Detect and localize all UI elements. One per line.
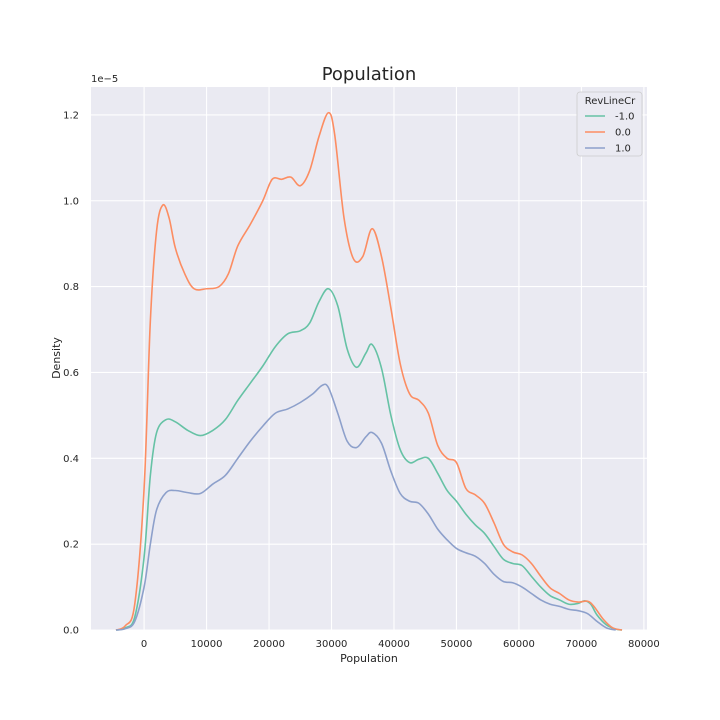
- legend: RevLineCr -1.0 0.0 1.0: [576, 91, 643, 157]
- y-tick-label: 0.6: [63, 368, 79, 379]
- y-tick-label: 0.4: [63, 454, 79, 465]
- x-tick-label: 10000: [191, 639, 223, 650]
- series-line-1: [115, 111, 623, 631]
- legend-box: [576, 91, 643, 157]
- x-tick-label: 60000: [503, 639, 535, 650]
- y-tick-label: 0.0: [63, 626, 79, 637]
- x-tick-label: 80000: [628, 639, 660, 650]
- legend-title: RevLineCr: [585, 96, 636, 107]
- y-tick-label: 0.2: [63, 540, 79, 551]
- x-axis-ticks: 0 10000 20000 30000 40000 50000 60000 70000 8000…: [141, 639, 660, 650]
- series-line-0: [115, 287, 623, 631]
- y-tick-label: 1.0: [63, 196, 79, 207]
- chart-title: Population: [322, 64, 417, 85]
- series-line-2: [115, 383, 616, 631]
- y-tick-label: 0.8: [63, 282, 79, 293]
- y-axis-offset-label: 1e−5: [91, 74, 118, 85]
- x-axis-label: Population: [340, 652, 398, 665]
- y-tick-label: 1.2: [63, 110, 79, 121]
- x-tick-label: 20000: [253, 639, 285, 650]
- x-tick-label: 30000: [316, 639, 348, 650]
- density-series: [115, 111, 623, 631]
- legend-label: 0.0: [615, 128, 631, 139]
- x-tick-label: 40000: [378, 639, 410, 650]
- legend-items: -1.0 0.0 1.0: [585, 112, 635, 155]
- plot-area: [91, 87, 647, 630]
- legend-label: 1.0: [615, 144, 631, 155]
- x-tick-label: 70000: [565, 639, 597, 650]
- y-axis-ticks: 0.0 0.2 0.4 0.6 0.8 1.0 1.2: [63, 110, 79, 636]
- x-tick-label: 0: [141, 639, 147, 650]
- y-axis-label: Density: [50, 337, 63, 379]
- grid-lines: [91, 87, 647, 631]
- legend-label: -1.0: [615, 112, 635, 123]
- x-tick-label: 50000: [441, 639, 473, 650]
